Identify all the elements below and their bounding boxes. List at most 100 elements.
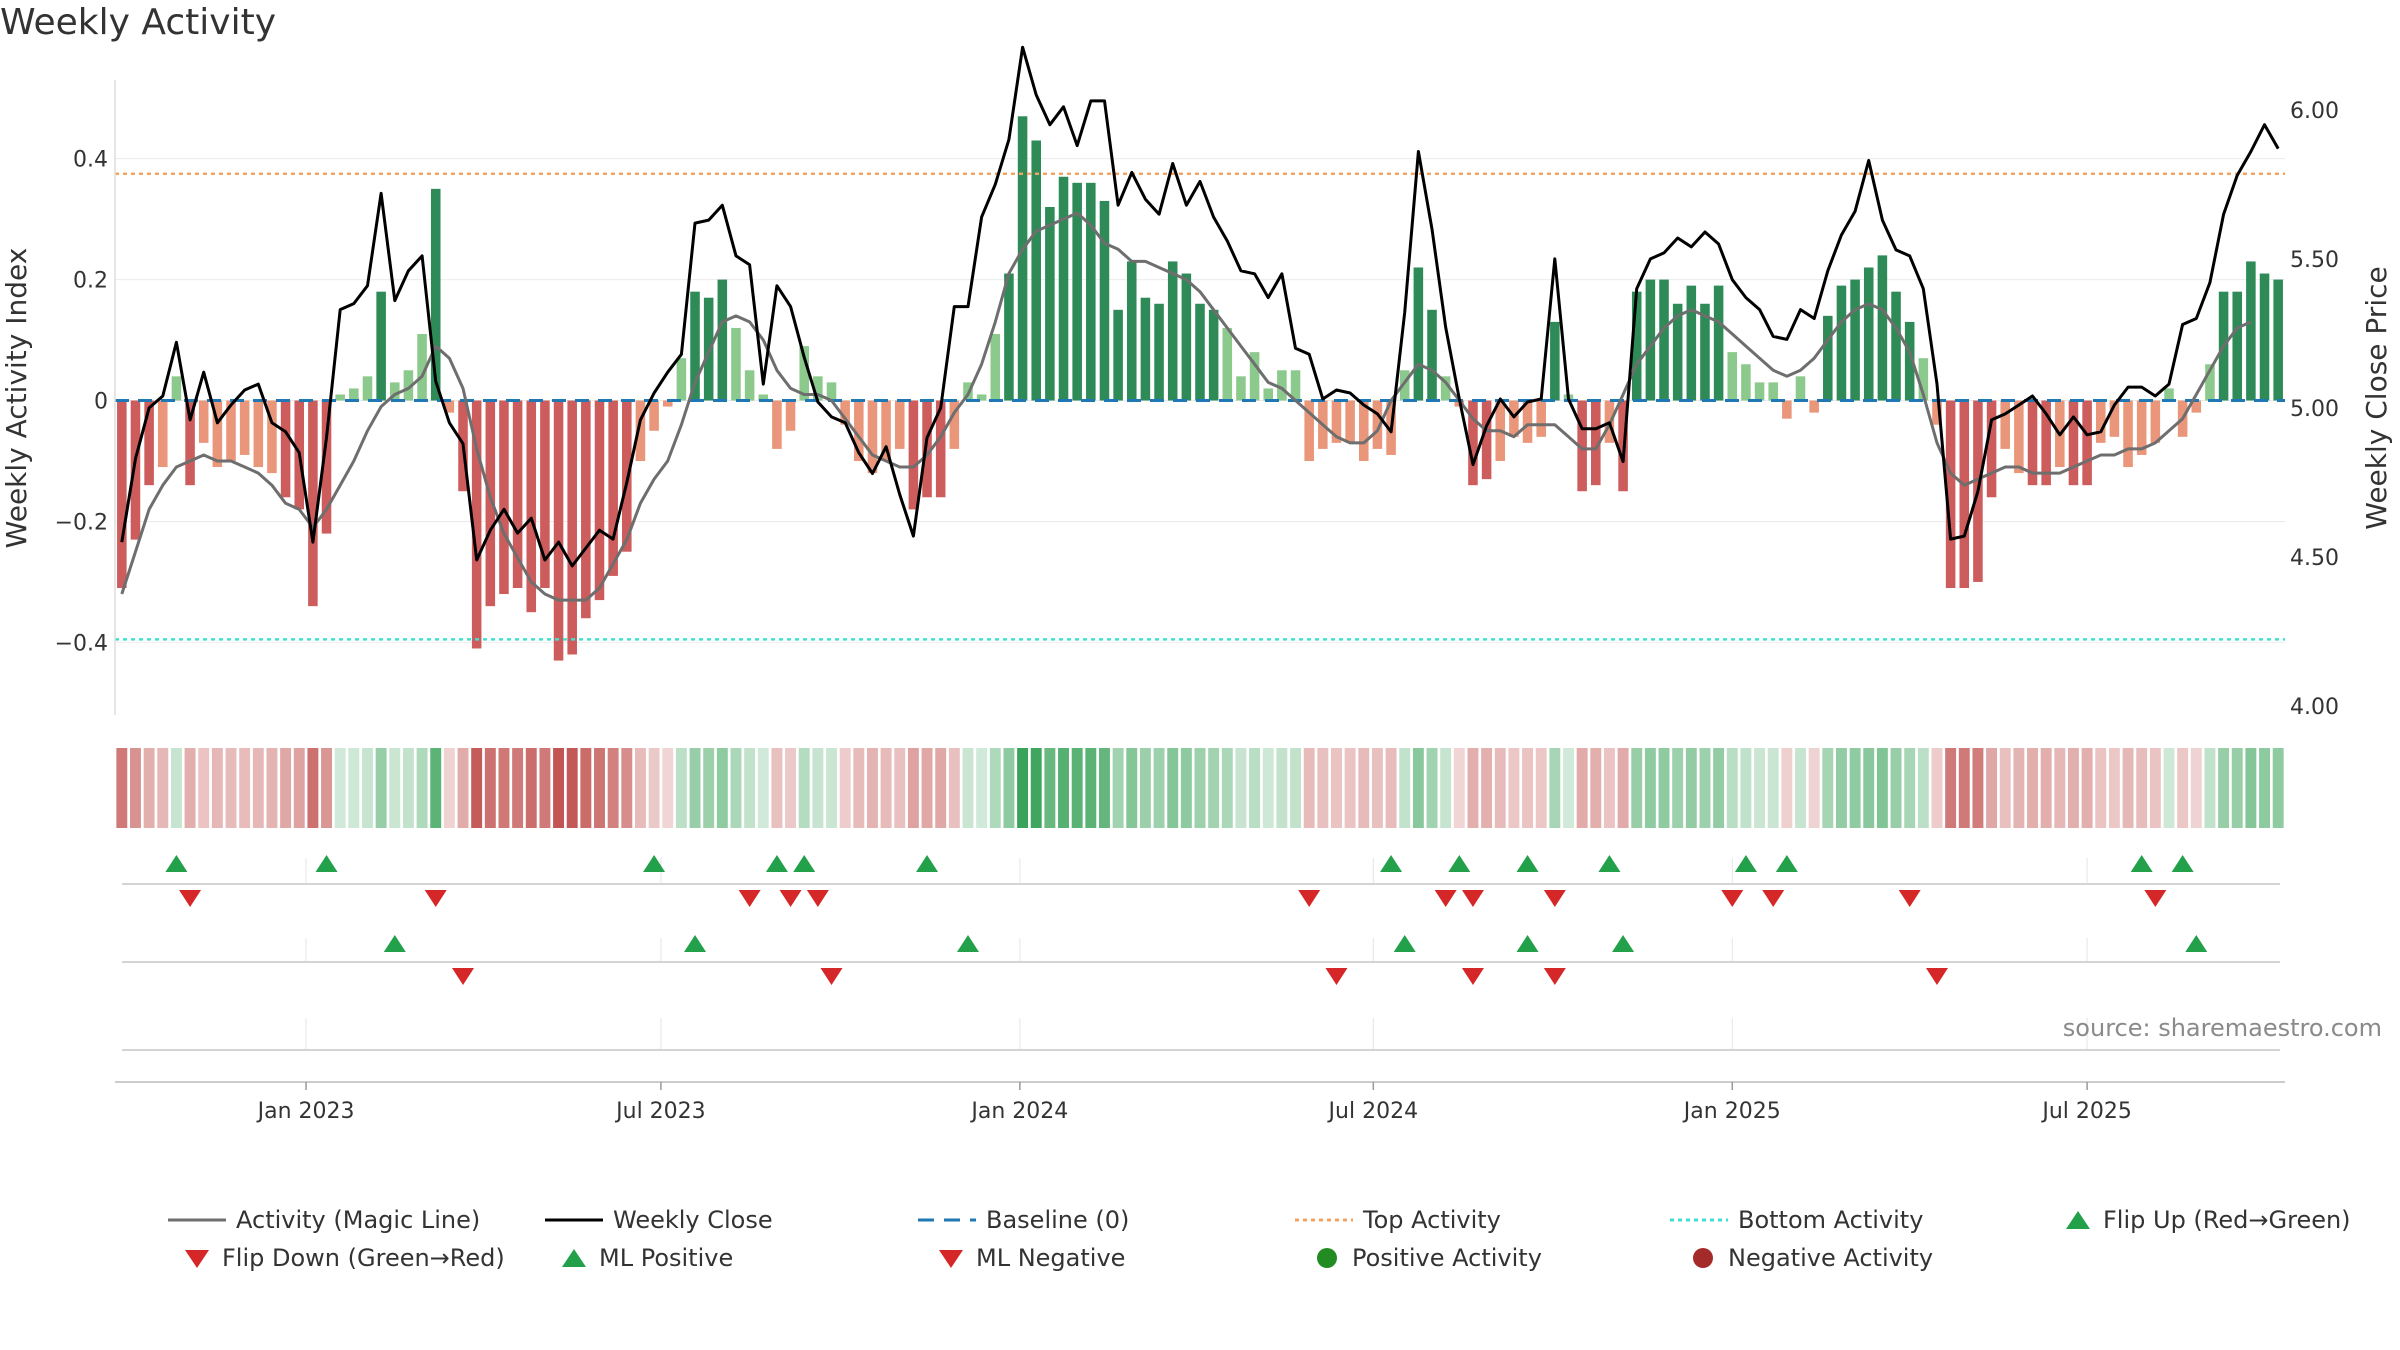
heat-cell bbox=[252, 748, 264, 828]
heat-cell bbox=[1071, 748, 1083, 828]
ml-positive-marker bbox=[383, 935, 406, 952]
legend-label: Positive Activity bbox=[1352, 1244, 1542, 1272]
activity-bar bbox=[1099, 200, 1110, 401]
heat-cell bbox=[2013, 748, 2025, 828]
heat-cell bbox=[880, 748, 892, 828]
heat-cell bbox=[1126, 748, 1138, 828]
heat-cell bbox=[1876, 748, 1888, 828]
activity-bar bbox=[553, 400, 564, 661]
activity-bar bbox=[349, 388, 359, 401]
heat-cell bbox=[1590, 748, 1602, 828]
heat-cell bbox=[1085, 748, 1097, 828]
activity-bar bbox=[758, 394, 769, 401]
heat-cell bbox=[184, 748, 196, 828]
activity-bar bbox=[2027, 400, 2038, 486]
activity-bar bbox=[854, 400, 864, 461]
heat-cell bbox=[771, 748, 783, 828]
heat-cell bbox=[484, 748, 496, 828]
flip-up-marker bbox=[1380, 855, 1403, 872]
legend-label: Bottom Activity bbox=[1738, 1206, 1924, 1234]
activity-bar bbox=[1536, 400, 1546, 437]
x-tick-label: Jul 2024 bbox=[1327, 1099, 1419, 1124]
heat-cell bbox=[1112, 748, 1124, 828]
heat-cell bbox=[1371, 748, 1383, 828]
activity-bar bbox=[321, 400, 332, 534]
heat-cell bbox=[1508, 748, 1520, 828]
activity-bar bbox=[376, 291, 386, 401]
activity-bar bbox=[2109, 400, 2120, 437]
right-tick-label: 4.00 bbox=[2290, 695, 2339, 720]
heat-cell bbox=[1426, 748, 1438, 828]
heat-cell bbox=[1958, 748, 1970, 828]
flip-up-marker bbox=[315, 855, 338, 872]
activity-bar bbox=[2259, 273, 2270, 401]
activity-bar bbox=[485, 400, 496, 607]
heat-cell bbox=[334, 748, 346, 828]
heat-cell bbox=[1740, 748, 1752, 828]
activity-bar bbox=[471, 400, 482, 649]
activity-bar bbox=[1140, 297, 1151, 401]
legend-label: ML Positive bbox=[599, 1244, 734, 1272]
heat-cell bbox=[2259, 748, 2270, 828]
activity-bar bbox=[1167, 261, 1178, 401]
legend-weekly-close: Weekly Close bbox=[545, 1200, 773, 1240]
heat-cell bbox=[1890, 748, 1902, 828]
activity-bar bbox=[130, 400, 141, 540]
heat-cell bbox=[430, 748, 442, 828]
activity-bar bbox=[1700, 303, 1710, 401]
heat-cell bbox=[1849, 748, 1861, 828]
heat-cell bbox=[1986, 748, 1998, 828]
activity-bar bbox=[267, 400, 277, 474]
heat-cell bbox=[2122, 748, 2134, 828]
heat-cell bbox=[839, 748, 851, 828]
heat-cell bbox=[130, 748, 141, 828]
legend-label: Weekly Close bbox=[613, 1206, 773, 1234]
heat-cell bbox=[1808, 748, 1820, 828]
heat-cell bbox=[1303, 748, 1315, 828]
heat-cell bbox=[443, 748, 455, 828]
activity-bar bbox=[1331, 400, 1342, 443]
ml-negative-marker bbox=[1461, 968, 1484, 985]
heat-cell bbox=[2231, 748, 2243, 828]
legend-label: Top Activity bbox=[1363, 1206, 1501, 1234]
heat-cell bbox=[566, 748, 578, 828]
heat-cell bbox=[1672, 748, 1684, 828]
activity-bar bbox=[676, 358, 687, 401]
activity-bar bbox=[1154, 303, 1164, 401]
activity-bar bbox=[417, 334, 427, 401]
activity-bars bbox=[117, 116, 2283, 661]
heat-cell bbox=[1344, 748, 1356, 828]
activity-bar bbox=[144, 400, 154, 486]
flip-down-marker bbox=[1434, 890, 1457, 907]
weekly-close-line bbox=[120, 45, 2280, 568]
ml-negative-marker bbox=[1325, 968, 1348, 985]
heat-cell bbox=[1685, 748, 1697, 828]
heat-cell bbox=[1099, 748, 1110, 828]
activity-bar bbox=[1290, 370, 1301, 401]
heat-cell bbox=[1358, 748, 1370, 828]
left-tick-label: 0.2 bbox=[73, 269, 108, 294]
flip-up-marker bbox=[765, 855, 788, 872]
activity-bar bbox=[635, 400, 646, 461]
flip-down-marker bbox=[1298, 890, 1321, 907]
activity-bar bbox=[1550, 321, 1560, 401]
activity-bar bbox=[1345, 400, 1355, 443]
activity-bar bbox=[185, 400, 195, 486]
heat-cell bbox=[826, 748, 837, 828]
y-axis-label-left: Weekly Activity Index bbox=[0, 248, 33, 549]
activity-bar bbox=[1836, 285, 1847, 401]
heat-cell bbox=[1249, 748, 1261, 828]
flip-up-marker bbox=[2130, 855, 2153, 872]
right-tick-label: 5.50 bbox=[2290, 248, 2339, 273]
activity-bar bbox=[1713, 285, 1724, 401]
activity-bar bbox=[567, 400, 577, 655]
heat-cell bbox=[2149, 748, 2161, 828]
magic-line bbox=[120, 211, 2252, 602]
activity-bar bbox=[785, 400, 796, 431]
flip-down-marker bbox=[179, 890, 202, 907]
heat-cell bbox=[1221, 748, 1233, 828]
activity-bar bbox=[2150, 400, 2161, 443]
heat-cell bbox=[989, 748, 1001, 828]
right-tick-label: 6.00 bbox=[2290, 99, 2339, 124]
heat-cell bbox=[2040, 748, 2052, 828]
